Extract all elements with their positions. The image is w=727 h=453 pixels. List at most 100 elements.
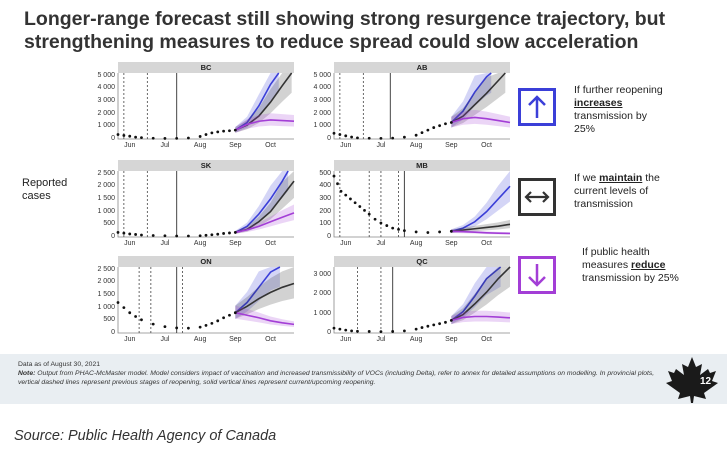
observed-point <box>175 326 179 330</box>
observed-point <box>332 131 336 135</box>
y-tick-label: 1 000 <box>97 207 115 215</box>
y-tick-label: 5 000 <box>97 71 115 79</box>
x-tick-label: Jul <box>376 142 386 149</box>
chart-panel-qc: QC 3 000 2 000 1 000 0 Jun Jul Aug Sep Oct <box>313 256 511 347</box>
observed-point <box>349 197 352 201</box>
observed-point <box>128 232 132 236</box>
chart-panel-on: ON 2 500 2 000 1 500 1 000 500 0 Jun Jul Aug Sep Oc… <box>97 256 295 347</box>
observed-point <box>367 136 371 140</box>
observed-point <box>140 233 143 237</box>
projection-band-maintain <box>235 73 292 133</box>
projection-line-increases <box>234 266 281 314</box>
y-tick-label: 5 000 <box>313 71 331 79</box>
observed-point <box>338 327 342 331</box>
y-tick-label: 500 <box>103 316 115 324</box>
y-tick-label: 0 <box>111 233 115 240</box>
axis-line <box>117 171 294 238</box>
observed-point <box>336 182 339 186</box>
observed-point <box>444 122 447 126</box>
observed-point <box>198 234 202 238</box>
scenario-reduce-key: reduce <box>631 259 666 271</box>
observed-point <box>344 328 348 332</box>
arrow-down-icon <box>518 256 556 294</box>
panel-title: ON <box>118 256 294 267</box>
projection-band-reduces <box>235 113 294 133</box>
observed-point <box>233 231 237 234</box>
observed-point <box>210 131 214 135</box>
title-line-1: Longer-range forecast still showing stro… <box>24 8 666 30</box>
observed-point <box>151 234 155 237</box>
scenario-increase-post: transmission by 25% <box>574 110 647 135</box>
projection-line-increases <box>451 185 511 233</box>
y-tick-label: 2 500 <box>97 265 115 273</box>
projection-band-increases <box>235 171 289 234</box>
x-tick-label: Jun <box>124 142 136 149</box>
projection-band-maintain <box>235 267 294 319</box>
observed-point <box>414 327 418 331</box>
y-tick-label: 2 000 <box>97 278 115 286</box>
x-tick-label: Jul <box>376 240 386 247</box>
projection-band-maintain <box>235 171 294 234</box>
x-tick-label: Sep <box>445 240 458 247</box>
x-tick-label: Sep <box>445 336 458 343</box>
observed-point <box>228 313 231 317</box>
x-tick-label: Aug <box>193 142 207 149</box>
observed-point <box>175 234 179 238</box>
observed-point <box>163 234 167 238</box>
projection-line-reduces <box>234 119 295 131</box>
observed-point <box>344 193 348 197</box>
projection-line-increases <box>234 170 289 234</box>
observed-point <box>233 128 237 132</box>
observed-point <box>432 126 436 129</box>
projection-line-increases <box>234 72 280 131</box>
observed-point <box>391 136 395 140</box>
y-tick-label: 1 500 <box>97 194 115 202</box>
arrow-up-icon <box>518 88 556 126</box>
y-tick-label: 400 <box>319 182 331 190</box>
scenario-reduce-text: If public health measures reduce transmi… <box>582 246 690 285</box>
x-tick-label: Jun <box>124 240 136 247</box>
y-tick-label: 200 <box>319 207 331 215</box>
x-tick-label: Aug <box>409 336 423 343</box>
note-text: Output from PHAC-McMaster model. Model c… <box>18 370 655 386</box>
observed-point <box>339 189 343 193</box>
projection-line-reduces <box>451 230 511 235</box>
note-label: Note: <box>18 370 36 377</box>
slide-title: Longer-range forecast still showing stro… <box>24 8 714 54</box>
y-tick-label: 100 <box>319 220 331 228</box>
observed-point <box>379 330 383 334</box>
observed-point <box>163 325 167 329</box>
plot-area <box>116 72 295 140</box>
plot-area <box>332 72 511 140</box>
projection-line-reduces <box>235 311 295 326</box>
plot-area <box>116 170 295 238</box>
projection-line-reduces <box>451 116 511 124</box>
x-tick-label: Aug <box>193 336 207 343</box>
title-line-2: strengthening measures to reduce spread … <box>24 31 639 53</box>
y-tick-label: 500 <box>103 220 115 228</box>
x-tick-label: Jun <box>124 336 136 343</box>
projection-line-maintain <box>451 223 511 233</box>
y-tick-label: 2 000 <box>97 109 115 117</box>
panel-title: SK <box>118 160 294 171</box>
observed-point <box>116 301 120 304</box>
x-tick-label: Sep <box>229 142 242 149</box>
observed-point <box>449 121 453 124</box>
observed-point <box>128 134 132 138</box>
observed-point <box>210 233 214 237</box>
observed-point <box>332 174 336 178</box>
axis-line <box>333 171 510 238</box>
x-tick-label: Jun <box>340 142 352 149</box>
observed-point <box>116 133 120 136</box>
observed-point <box>163 137 167 140</box>
y-tick-label: 1 000 <box>313 122 331 130</box>
observed-point <box>403 229 406 233</box>
observed-point <box>358 205 362 208</box>
observed-point <box>122 134 126 137</box>
scenario-increase-key: increases <box>574 97 623 109</box>
x-tick-label: Jul <box>160 142 170 149</box>
axis-line <box>117 73 294 140</box>
x-tick-label: Aug <box>409 142 423 149</box>
observed-point <box>449 229 453 233</box>
observed-point <box>198 325 202 329</box>
